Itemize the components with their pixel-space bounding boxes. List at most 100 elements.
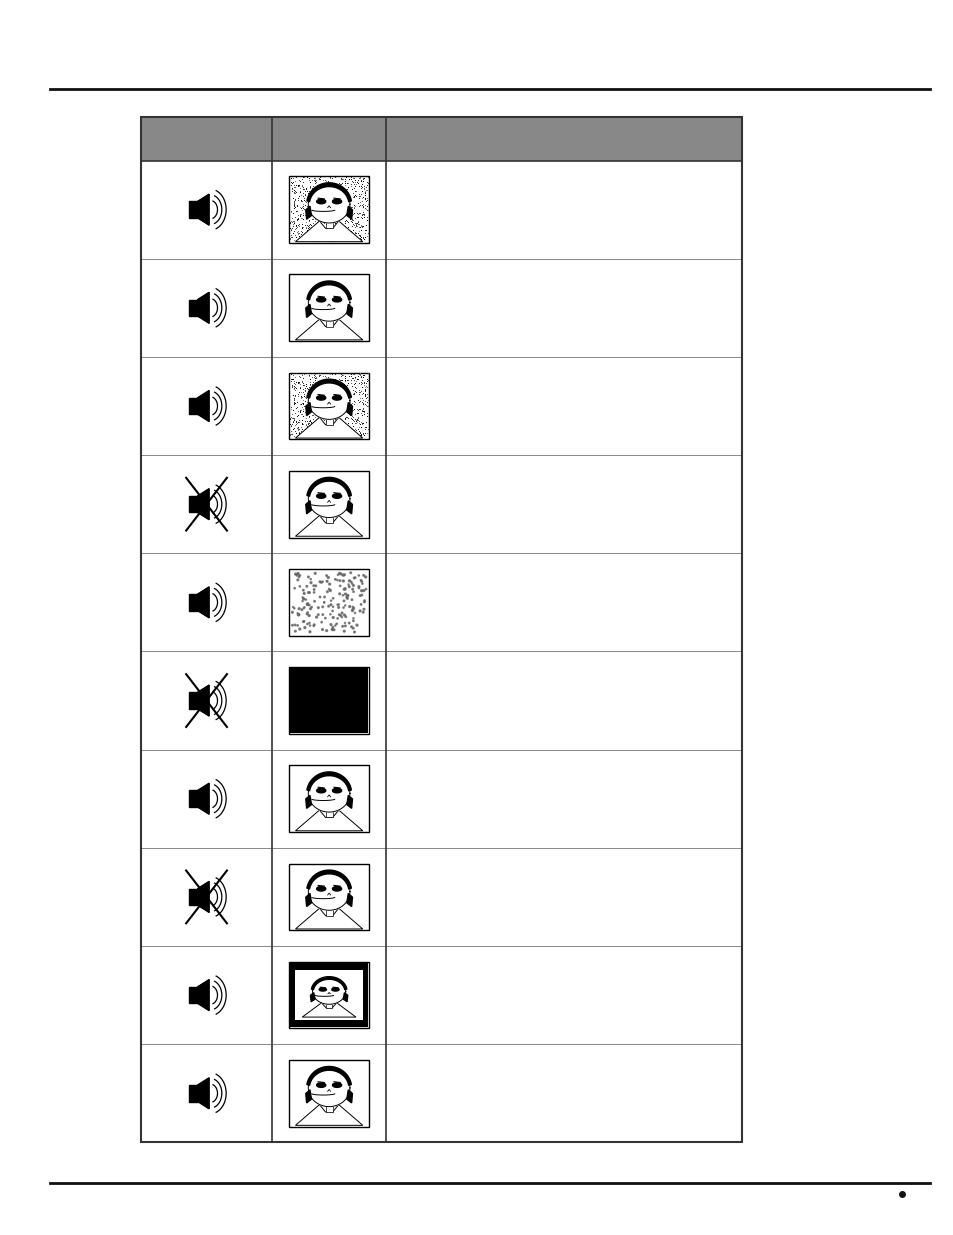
Point [308,576,323,595]
Polygon shape [197,979,209,1010]
Point [341,613,356,632]
Point [345,576,360,595]
Polygon shape [325,516,333,522]
Point [337,584,353,604]
Point [300,603,315,622]
Bar [290,963,368,1028]
Point [299,577,314,597]
Point [337,616,353,636]
Polygon shape [325,320,333,326]
Polygon shape [197,194,209,225]
Polygon shape [189,398,197,414]
Point [301,605,316,625]
Point [354,585,369,605]
Point [307,563,322,583]
Point [337,579,353,599]
Point [301,583,316,603]
Point [321,579,336,599]
Point [347,603,362,622]
Point [342,597,357,616]
Bar [141,117,741,161]
Point [346,568,361,588]
Point [335,566,351,585]
Bar [294,969,363,1020]
Point [357,567,373,587]
Point [286,599,301,619]
Polygon shape [307,379,351,398]
Point [336,605,352,625]
Point [303,569,318,589]
Point [292,599,307,619]
Point [353,571,368,590]
Point [336,564,352,584]
Point [324,620,339,640]
Polygon shape [316,199,326,204]
Point [325,618,340,637]
Polygon shape [295,417,362,438]
Point [320,568,335,588]
Point [306,583,321,603]
Point [300,594,315,614]
Point [301,595,316,615]
Point [322,580,337,600]
Point [300,595,315,615]
Polygon shape [332,298,341,301]
Point [306,576,321,595]
Point [297,618,313,637]
Point [285,603,300,622]
Polygon shape [189,594,197,610]
Point [340,585,355,605]
Bar [289,766,369,832]
Point [335,585,350,605]
Point [341,571,356,590]
Point [314,597,330,616]
Polygon shape [197,783,209,814]
Polygon shape [316,1083,326,1087]
Point [314,620,330,640]
Point [314,573,329,593]
Point [302,599,317,619]
Point [288,564,303,584]
Point [312,587,327,606]
Polygon shape [306,1089,311,1103]
Point [306,579,321,599]
Point [316,593,332,613]
Polygon shape [307,1067,351,1086]
Point [334,564,349,584]
Polygon shape [332,395,341,400]
Point [324,619,339,638]
Point [344,590,359,610]
Point [323,595,338,615]
Polygon shape [306,206,311,220]
Point [314,613,329,632]
Polygon shape [306,403,311,416]
Point [329,614,344,634]
Point [290,604,305,624]
Point [285,615,300,635]
Polygon shape [197,293,209,324]
Point [322,574,337,594]
Point [316,593,332,613]
Point [294,600,309,620]
Point [355,603,371,622]
Point [287,615,302,635]
Point [332,571,347,590]
Polygon shape [197,685,209,716]
Point [358,579,374,599]
Polygon shape [307,478,351,496]
Point [302,615,317,635]
Bar [290,668,368,732]
Polygon shape [347,500,352,514]
Point [355,574,370,594]
Point [303,573,318,593]
Point [296,611,312,631]
Polygon shape [332,788,341,793]
Polygon shape [347,893,352,906]
Polygon shape [306,893,311,906]
Point [290,563,305,583]
Point [319,582,335,601]
Polygon shape [308,382,350,420]
Point [311,605,326,625]
Point [296,598,312,618]
Polygon shape [295,810,362,831]
